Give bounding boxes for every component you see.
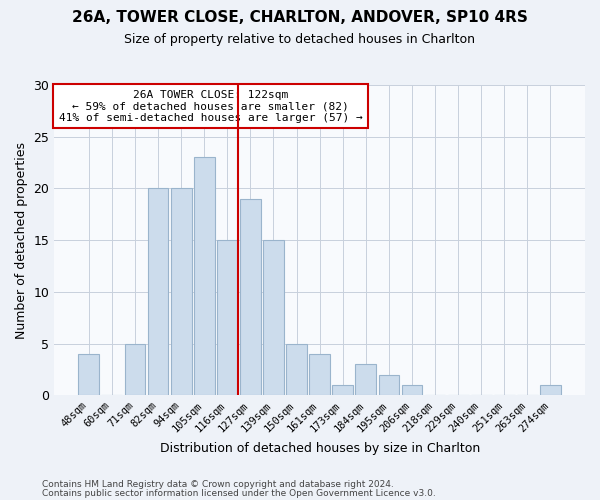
Bar	[79, 354, 99, 395]
Bar	[401, 385, 422, 395]
Text: 26A, TOWER CLOSE, CHARLTON, ANDOVER, SP10 4RS: 26A, TOWER CLOSE, CHARLTON, ANDOVER, SP1…	[72, 10, 528, 25]
Bar	[332, 385, 353, 395]
Y-axis label: Number of detached properties: Number of detached properties	[15, 142, 28, 338]
Bar	[217, 240, 238, 395]
Bar	[379, 374, 399, 395]
Bar	[194, 158, 215, 395]
Bar	[240, 198, 261, 395]
Bar	[286, 344, 307, 395]
Text: Contains public sector information licensed under the Open Government Licence v3: Contains public sector information licen…	[42, 488, 436, 498]
Text: 26A TOWER CLOSE: 122sqm
← 59% of detached houses are smaller (82)
41% of semi-de: 26A TOWER CLOSE: 122sqm ← 59% of detache…	[59, 90, 363, 123]
Bar	[125, 344, 145, 395]
Bar	[148, 188, 169, 395]
Bar	[540, 385, 561, 395]
Text: Size of property relative to detached houses in Charlton: Size of property relative to detached ho…	[125, 32, 476, 46]
Bar	[309, 354, 330, 395]
Bar	[355, 364, 376, 395]
X-axis label: Distribution of detached houses by size in Charlton: Distribution of detached houses by size …	[160, 442, 480, 455]
Bar	[263, 240, 284, 395]
Bar	[171, 188, 191, 395]
Text: Contains HM Land Registry data © Crown copyright and database right 2024.: Contains HM Land Registry data © Crown c…	[42, 480, 394, 489]
